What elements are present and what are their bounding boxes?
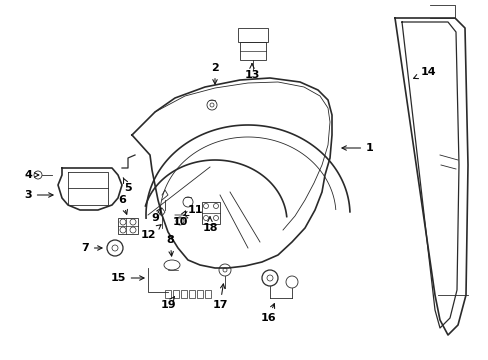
Bar (202, 202, 220, 224)
Bar (240, 42, 265, 60)
Text: 10: 10 (172, 211, 187, 227)
Text: 1: 1 (341, 143, 373, 153)
Text: 6: 6 (118, 195, 127, 214)
Bar (164, 290, 171, 298)
Bar (173, 290, 179, 298)
Text: 9: 9 (151, 208, 161, 223)
Bar (181, 290, 186, 298)
Text: 2: 2 (211, 63, 219, 84)
Text: 12: 12 (140, 225, 161, 240)
Text: 17: 17 (212, 284, 227, 310)
Bar (197, 290, 203, 298)
Text: 4: 4 (24, 170, 39, 180)
Text: 15: 15 (110, 273, 144, 283)
Text: 8: 8 (166, 235, 174, 256)
Text: 14: 14 (413, 67, 435, 78)
Text: 16: 16 (260, 303, 275, 323)
Text: 11: 11 (183, 205, 203, 216)
Text: 5: 5 (123, 178, 132, 193)
Bar (204, 290, 210, 298)
Text: 7: 7 (81, 243, 102, 253)
Text: 13: 13 (244, 64, 259, 80)
Text: 3: 3 (24, 190, 53, 200)
Text: 19: 19 (160, 297, 176, 310)
Bar (189, 290, 195, 298)
Bar (238, 28, 267, 42)
Text: 18: 18 (202, 217, 217, 233)
Bar (118, 218, 138, 234)
